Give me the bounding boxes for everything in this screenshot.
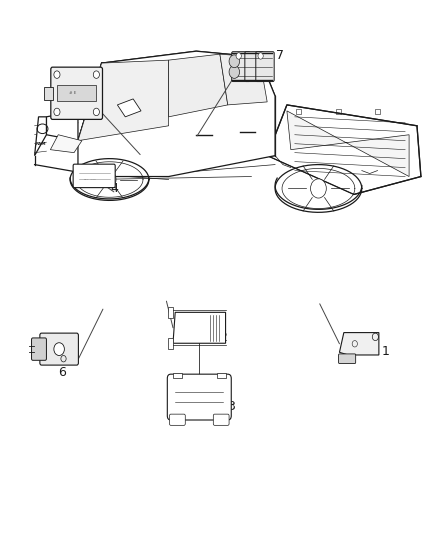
- Circle shape: [54, 71, 60, 78]
- Circle shape: [93, 108, 99, 116]
- Circle shape: [311, 179, 326, 198]
- Polygon shape: [35, 117, 46, 156]
- Circle shape: [93, 71, 99, 78]
- FancyBboxPatch shape: [339, 354, 356, 364]
- Text: 5: 5: [117, 67, 124, 80]
- FancyBboxPatch shape: [51, 67, 102, 119]
- FancyBboxPatch shape: [73, 164, 115, 188]
- FancyBboxPatch shape: [213, 414, 229, 425]
- FancyBboxPatch shape: [245, 52, 263, 82]
- Bar: [296, 109, 301, 114]
- Bar: [375, 109, 380, 114]
- Text: 3: 3: [227, 400, 235, 413]
- Circle shape: [236, 53, 241, 59]
- Text: # E: # E: [69, 91, 76, 95]
- FancyBboxPatch shape: [168, 307, 173, 318]
- FancyBboxPatch shape: [173, 373, 182, 378]
- Polygon shape: [46, 111, 78, 141]
- Polygon shape: [287, 111, 409, 176]
- FancyBboxPatch shape: [232, 52, 250, 82]
- Polygon shape: [169, 54, 228, 117]
- FancyBboxPatch shape: [57, 85, 96, 101]
- FancyBboxPatch shape: [167, 374, 231, 420]
- Polygon shape: [220, 54, 267, 105]
- Text: 4: 4: [110, 182, 118, 195]
- Circle shape: [54, 108, 60, 116]
- FancyBboxPatch shape: [256, 52, 274, 82]
- Text: 2: 2: [219, 331, 227, 344]
- Text: ___  ___: ___ ___: [83, 175, 96, 179]
- FancyBboxPatch shape: [168, 338, 173, 349]
- Text: 6: 6: [58, 366, 66, 378]
- Circle shape: [258, 53, 263, 59]
- Circle shape: [103, 172, 116, 188]
- Polygon shape: [78, 51, 275, 176]
- FancyBboxPatch shape: [40, 333, 78, 365]
- Text: 7: 7: [276, 50, 284, 62]
- Polygon shape: [50, 135, 82, 152]
- Text: RAM: RAM: [35, 142, 46, 146]
- Circle shape: [229, 66, 240, 78]
- Text: 1: 1: [381, 345, 389, 358]
- Polygon shape: [267, 105, 421, 195]
- FancyBboxPatch shape: [170, 414, 185, 425]
- FancyBboxPatch shape: [217, 373, 226, 378]
- FancyBboxPatch shape: [44, 87, 53, 100]
- Circle shape: [229, 55, 240, 68]
- Circle shape: [54, 343, 64, 356]
- Polygon shape: [78, 60, 169, 141]
- Bar: [336, 109, 341, 114]
- Polygon shape: [117, 99, 141, 117]
- FancyBboxPatch shape: [32, 338, 46, 360]
- Polygon shape: [339, 333, 379, 355]
- Polygon shape: [173, 312, 226, 343]
